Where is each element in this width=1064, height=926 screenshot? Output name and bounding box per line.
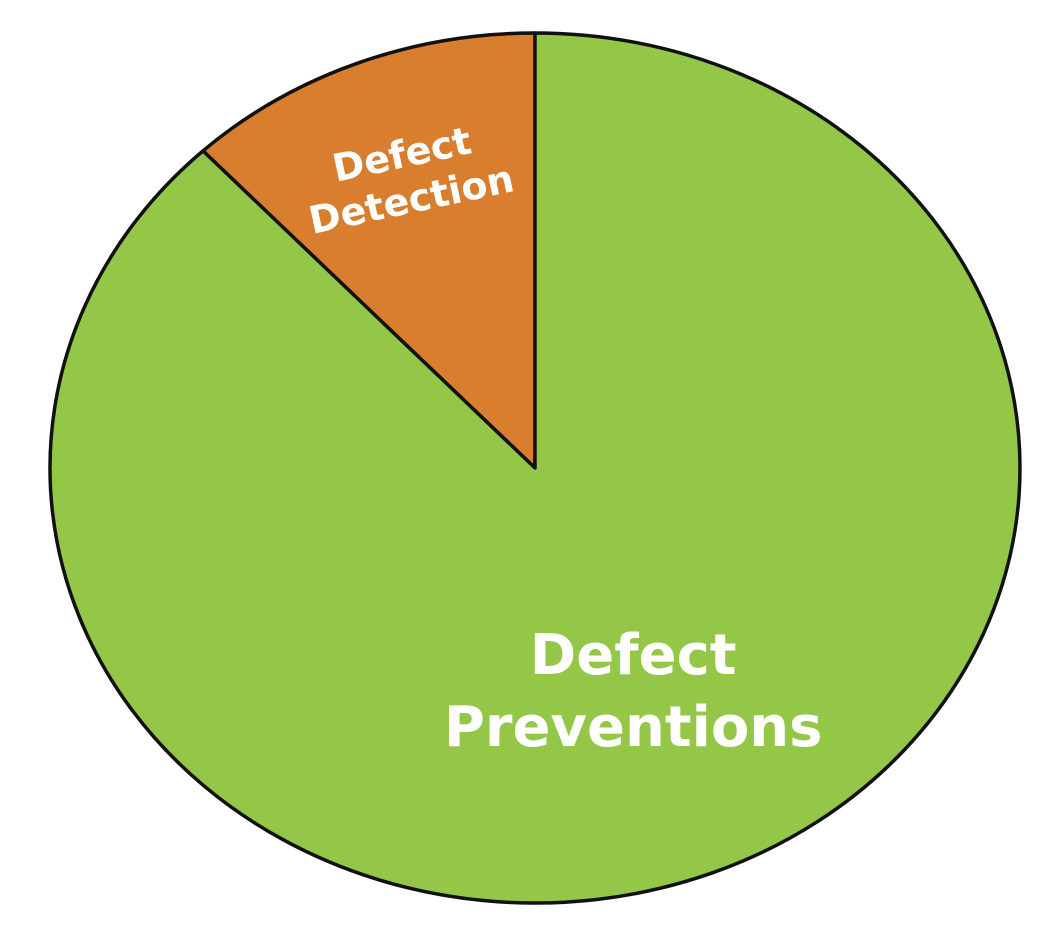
pie-slice-defect-preventions xyxy=(48,31,1022,905)
pie-slice-defect-detection xyxy=(201,31,537,470)
pie-slice-label: Defect Preventions xyxy=(444,623,823,760)
pie-slice-label-line: Defect xyxy=(530,623,737,688)
pie-slice-label-line: Preventions xyxy=(444,695,823,760)
pie-slices xyxy=(48,31,1022,905)
